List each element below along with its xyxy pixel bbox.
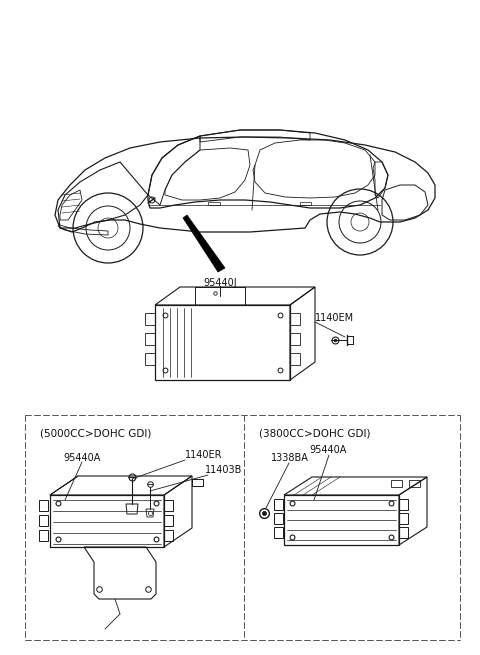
Bar: [208, 202, 220, 205]
Bar: [145, 353, 155, 365]
Text: 1140EM: 1140EM: [315, 313, 354, 323]
Bar: [290, 333, 300, 345]
Text: 11403B: 11403B: [205, 465, 242, 475]
Text: 95440A: 95440A: [309, 445, 347, 455]
Bar: [399, 513, 408, 524]
Bar: [39, 500, 48, 511]
Bar: [164, 500, 173, 511]
Bar: [39, 515, 48, 526]
Bar: [391, 480, 402, 487]
Bar: [300, 202, 311, 205]
Bar: [274, 527, 283, 538]
Bar: [192, 479, 203, 486]
Bar: [164, 530, 173, 541]
Bar: [274, 499, 283, 510]
Text: 1140ER: 1140ER: [185, 450, 223, 460]
Polygon shape: [183, 215, 225, 272]
Bar: [399, 527, 408, 538]
Bar: [155, 305, 290, 380]
Text: 95440J: 95440J: [203, 278, 237, 288]
Bar: [39, 530, 48, 541]
Bar: [290, 353, 300, 365]
Text: (5000CC>DOHC GDI): (5000CC>DOHC GDI): [40, 429, 151, 439]
Bar: [195, 287, 245, 305]
Text: 1338BA: 1338BA: [271, 453, 309, 463]
Bar: [145, 313, 155, 325]
Bar: [409, 480, 420, 487]
Bar: [290, 313, 300, 325]
Bar: [399, 499, 408, 510]
Bar: [192, 479, 203, 486]
Bar: [164, 515, 173, 526]
Bar: [274, 513, 283, 524]
Text: 95440A: 95440A: [63, 453, 101, 463]
Text: (3800CC>DOHC GDI): (3800CC>DOHC GDI): [259, 429, 371, 439]
Bar: [145, 333, 155, 345]
